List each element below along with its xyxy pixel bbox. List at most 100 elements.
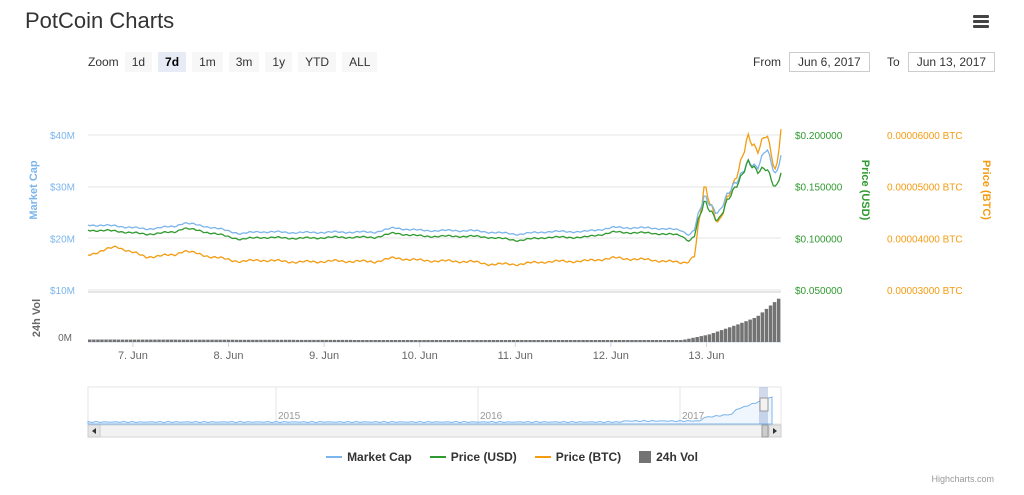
volume-bar xyxy=(756,315,760,342)
volume-bar xyxy=(711,333,716,342)
volume-bar xyxy=(185,339,190,342)
volume-bar xyxy=(271,339,275,342)
volume-bar xyxy=(161,339,165,342)
volume-bar xyxy=(92,339,96,342)
volume-bar xyxy=(169,339,173,342)
to-date-input[interactable]: Jun 13, 2017 xyxy=(907,52,996,72)
volume-bar xyxy=(336,339,341,342)
volume-bar xyxy=(112,339,116,342)
volume-bar xyxy=(507,340,512,342)
volume-bar xyxy=(120,339,125,342)
volume-bar xyxy=(124,339,129,342)
volume-bar xyxy=(222,339,226,342)
volume-bar xyxy=(752,318,756,342)
legend-line-icon xyxy=(534,456,551,458)
volume-bar xyxy=(699,336,703,342)
volume-bar xyxy=(728,327,732,342)
volume-bar xyxy=(255,339,259,342)
volume-bar xyxy=(463,340,467,342)
price-usd-tick-label: $0.050000 xyxy=(795,286,843,297)
volume-bar xyxy=(483,340,487,342)
legend-line-icon xyxy=(429,456,446,458)
volume-bar xyxy=(715,331,720,342)
x-tick-label: 10. Jun xyxy=(402,350,438,362)
volume-bar xyxy=(454,340,459,342)
volume-bar xyxy=(132,339,137,342)
volume-bar xyxy=(328,339,332,342)
volume-bar xyxy=(459,340,463,342)
volume-bar xyxy=(177,339,182,342)
volume-bar xyxy=(654,340,659,342)
volume-bar xyxy=(544,340,549,342)
legend-box-icon xyxy=(639,451,652,463)
volume-bar xyxy=(630,340,634,342)
price-usd-series-line xyxy=(87,158,782,243)
volume-bar xyxy=(524,340,528,342)
volume-bar xyxy=(475,340,479,342)
menu-icon[interactable] xyxy=(973,15,989,29)
legend-label: Price (USD) xyxy=(450,450,517,464)
zoom-all-button[interactable]: ALL xyxy=(342,52,378,72)
volume-bar xyxy=(585,340,589,342)
volume-bar xyxy=(116,339,120,342)
volume-bar xyxy=(283,339,288,342)
volume-bar xyxy=(760,312,765,342)
volume-bar xyxy=(467,340,471,342)
from-date-input[interactable]: Jun 6, 2017 xyxy=(789,52,870,72)
volume-bar xyxy=(418,340,422,342)
volume-bar xyxy=(687,338,691,342)
volume-bar xyxy=(748,319,752,342)
zoom-1d-button[interactable]: 1d xyxy=(124,52,153,72)
navigator-series xyxy=(87,396,773,425)
volume-bar xyxy=(626,340,630,342)
legend: Market Cap Price (USD) Price (BTC) 24h V… xyxy=(0,450,1024,464)
market-cap-tick-label: $40M xyxy=(50,131,75,142)
legend-label: Market Cap xyxy=(347,450,412,464)
from-label: From xyxy=(753,55,781,69)
volume-bar xyxy=(406,340,410,342)
volume-bar xyxy=(707,334,712,342)
volume-bar xyxy=(414,340,418,342)
volume-bar xyxy=(377,340,381,342)
volume-bar xyxy=(609,340,614,342)
volume-bar xyxy=(194,339,198,342)
volume-bar xyxy=(556,340,561,342)
volume-bar xyxy=(96,339,100,342)
zoom-1y-button[interactable]: 1y xyxy=(265,52,293,72)
volume-bar xyxy=(312,339,316,342)
volume-bar xyxy=(344,339,349,342)
zoom-3m-button[interactable]: 3m xyxy=(228,52,260,72)
volume-bar xyxy=(230,339,235,342)
legend-item-volume[interactable]: 24h Vol xyxy=(639,450,698,464)
volume-bar xyxy=(446,340,451,342)
market-cap-tick-label: $10M xyxy=(50,286,75,297)
legend-item-market-cap[interactable]: Market Cap xyxy=(326,450,412,464)
volume-bar xyxy=(340,339,345,342)
volume-bar xyxy=(540,340,544,342)
zoom-7d-button[interactable]: 7d xyxy=(158,52,187,72)
legend-item-price-btc[interactable]: Price (BTC) xyxy=(534,450,621,464)
legend-item-price-usd[interactable]: Price (USD) xyxy=(429,450,517,464)
to-label: To xyxy=(887,55,900,69)
x-tick-label: 8. Jun xyxy=(214,350,244,362)
volume-bar xyxy=(234,339,239,342)
zoom-selector: Zoom 1d 7d 1m 3m 1y YTD ALL xyxy=(88,52,383,72)
price-btc-tick-label: 0.00005000 BTC xyxy=(887,183,963,194)
volume-bar xyxy=(279,339,284,342)
volume-bar xyxy=(381,340,385,342)
volume-bar xyxy=(242,339,247,342)
volume-bar xyxy=(744,321,748,342)
volume-bar xyxy=(589,340,593,342)
volume-bar xyxy=(442,340,447,342)
volume-bar xyxy=(617,340,622,342)
zoom-ytd-button[interactable]: YTD xyxy=(298,52,337,72)
volume-bar xyxy=(471,340,475,342)
volume-bar xyxy=(295,339,300,342)
zoom-1m-button[interactable]: 1m xyxy=(192,52,223,72)
navigator-selected-range xyxy=(759,387,768,424)
volume-bar xyxy=(499,340,504,342)
page-title: PotCoin Charts xyxy=(25,8,175,33)
credits-link[interactable]: Highcharts.com xyxy=(931,474,994,484)
scrollbar-thumb xyxy=(761,424,769,438)
volume-bar xyxy=(683,339,687,342)
